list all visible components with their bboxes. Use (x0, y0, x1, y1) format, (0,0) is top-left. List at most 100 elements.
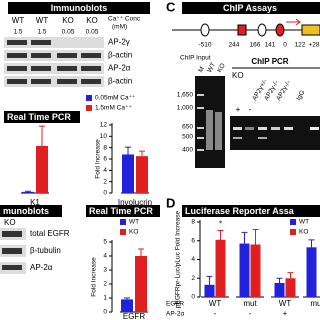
bar (274, 282, 285, 297)
ca-value: 1.5 (37, 29, 46, 36)
sign: + (236, 105, 241, 114)
y-axis-label: Fold Increase (91, 257, 98, 297)
position-label: 166 (250, 42, 261, 49)
legend-swatch (120, 229, 126, 235)
marker-label: 1,000 (177, 105, 194, 112)
position-label: 141 (265, 42, 276, 49)
annotation: * (219, 220, 222, 229)
sign: - (214, 309, 217, 318)
ca-label: Ca⁺⁺ Conc (108, 16, 141, 23)
y-tick-label: 3 (103, 267, 107, 274)
ca-value: 1.5 (13, 29, 22, 36)
y-tick-label: 4 (103, 253, 107, 260)
x-tick-label: mut (243, 299, 257, 308)
x-tick-label: mut (310, 299, 320, 308)
y-tick-label: 5 (103, 239, 107, 246)
header-bar (182, 205, 320, 217)
band-label: AP-2α (30, 263, 53, 272)
y-tick-label: 2 (103, 178, 107, 185)
lane-label: WT (206, 62, 217, 74)
band-label: β-tubulin (30, 246, 61, 255)
error-bar (124, 297, 130, 300)
legend-swatch (120, 219, 126, 225)
genotype: KO (86, 16, 98, 25)
genotype: WT (36, 16, 49, 25)
gel (195, 76, 225, 168)
header-bar (8, 2, 150, 14)
band-label: β-actin (108, 77, 132, 86)
error-bar (138, 248, 144, 256)
error-bar (25, 190, 31, 192)
pcr-label: ChIP PCR (251, 57, 288, 66)
ca-value: 0.05 (86, 29, 99, 36)
position-label: 0 (283, 42, 287, 49)
x-tick-label: Involucrin (118, 198, 152, 207)
header-bar (86, 205, 160, 217)
legend-swatch (86, 95, 92, 101)
error-bar (125, 146, 131, 155)
y-tick-label: 0 (103, 190, 107, 197)
bar (215, 239, 226, 297)
marker-label: 400 (182, 147, 193, 154)
genotype: WT (12, 16, 25, 25)
x-tick-label: K1 (30, 198, 40, 207)
y-tick-label: 10 (100, 133, 108, 140)
y-tick-label: 6 (191, 237, 195, 244)
error-bar (276, 277, 283, 283)
position-label: -510 (198, 42, 211, 49)
legend-swatch (290, 219, 296, 225)
y-tick-label: 4 (191, 256, 195, 263)
blot (4, 37, 104, 87)
marker-label: 500 (182, 134, 193, 141)
position-label: 122 (295, 42, 306, 49)
bar (306, 247, 317, 297)
header-bar (0, 205, 62, 217)
bar (121, 299, 133, 312)
bar (250, 244, 261, 297)
position-label: 244 (229, 42, 240, 49)
bar (135, 256, 147, 312)
row-label: AP-2α (166, 311, 184, 318)
y-axis-label: pEGFRpr-Luc/pLuc Fold Increase (175, 211, 182, 309)
panel-header: munoblots (3, 206, 49, 216)
error-bar (308, 239, 315, 248)
legend-swatch (290, 229, 296, 235)
error-bar (206, 275, 213, 285)
x-tick-label: WT (209, 299, 222, 308)
header-bar (4, 111, 80, 123)
marker-label: 1,650 (177, 92, 194, 99)
bar (122, 154, 134, 193)
legend-label: KO (129, 229, 138, 236)
lane-label: KO (216, 62, 227, 74)
sign: + (283, 309, 288, 318)
bar (36, 145, 48, 193)
error-bar (241, 231, 248, 244)
row-label: EGFR (166, 301, 184, 308)
band-label: total EGFR (30, 229, 70, 238)
band-label: β-actin (108, 51, 132, 60)
y-tick-label: 6 (103, 156, 107, 163)
legend-label: WT (299, 219, 309, 226)
y-tick-label: 0 (191, 294, 195, 301)
band-label: AP-2γ (108, 38, 130, 47)
bar (136, 156, 148, 193)
x-tick-label: WT (279, 299, 292, 308)
sign: - (249, 105, 252, 114)
promoter-diagram (172, 18, 320, 37)
legend-label: WT (129, 219, 139, 226)
legend-label: KO (299, 229, 308, 236)
pcr-group: KO (232, 71, 244, 80)
bar (285, 278, 296, 297)
genotype: KO (62, 16, 74, 25)
bar (204, 284, 215, 297)
y-tick-label: 12 (100, 122, 108, 129)
chart-header: Luciferase Reporter Assa (185, 206, 295, 216)
lane-label: KO (4, 218, 16, 227)
y-tick-label: 0 (103, 309, 107, 316)
error-bar (139, 150, 145, 157)
bar (22, 191, 34, 193)
error-bar (39, 125, 45, 146)
error-bar (287, 272, 294, 279)
panel-header: Immunoblots (51, 3, 108, 13)
